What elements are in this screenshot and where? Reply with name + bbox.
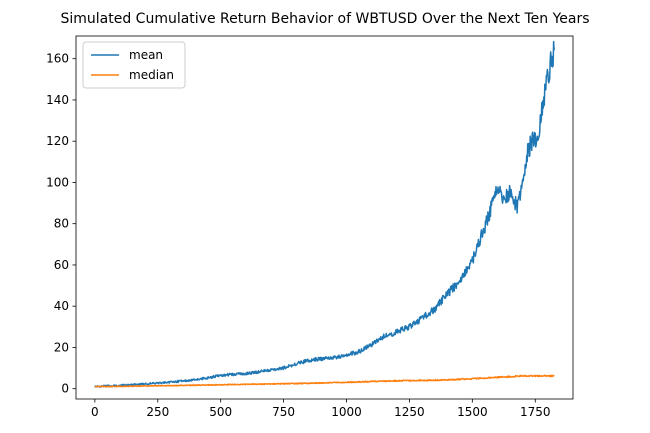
y-tick-label: 60 bbox=[54, 258, 69, 272]
plot-area bbox=[76, 36, 573, 399]
x-tick-label: 1750 bbox=[520, 405, 551, 419]
series-layer bbox=[94, 40, 555, 388]
x-tick-label: 1250 bbox=[394, 405, 425, 419]
x-tick-label: 1000 bbox=[331, 405, 362, 419]
axes-layer: 0 250 500 750 1000 1250 1500 1750 0 20 40 60 80 100 12… bbox=[46, 35, 574, 419]
chart-title: Simulated Cumulative Return Behavior of … bbox=[60, 11, 589, 27]
x-tick-label: 500 bbox=[209, 405, 232, 419]
y-tick-label: 140 bbox=[46, 93, 69, 107]
legend-label-mean: mean bbox=[129, 48, 163, 62]
series-line-median bbox=[94, 374, 555, 388]
y-tick-label: 0 bbox=[61, 382, 69, 396]
x-tick-label: 1500 bbox=[457, 405, 488, 419]
series-line-mean bbox=[94, 40, 555, 388]
x-tick-label: 0 bbox=[91, 405, 99, 419]
legend-box bbox=[82, 41, 186, 89]
y-tick-label: 160 bbox=[46, 52, 69, 66]
y-tick-label: 80 bbox=[54, 217, 69, 231]
y-tick-label: 40 bbox=[54, 299, 69, 313]
axes-frame bbox=[75, 35, 574, 400]
x-tick-label: 750 bbox=[272, 405, 295, 419]
y-tick-label: 20 bbox=[54, 340, 69, 354]
legend: mean median bbox=[82, 41, 186, 89]
x-tick-label: 250 bbox=[146, 405, 169, 419]
legend-label-median: median bbox=[129, 68, 174, 82]
y-tick-label: 100 bbox=[46, 175, 69, 189]
y-tick-label: 120 bbox=[46, 134, 69, 148]
